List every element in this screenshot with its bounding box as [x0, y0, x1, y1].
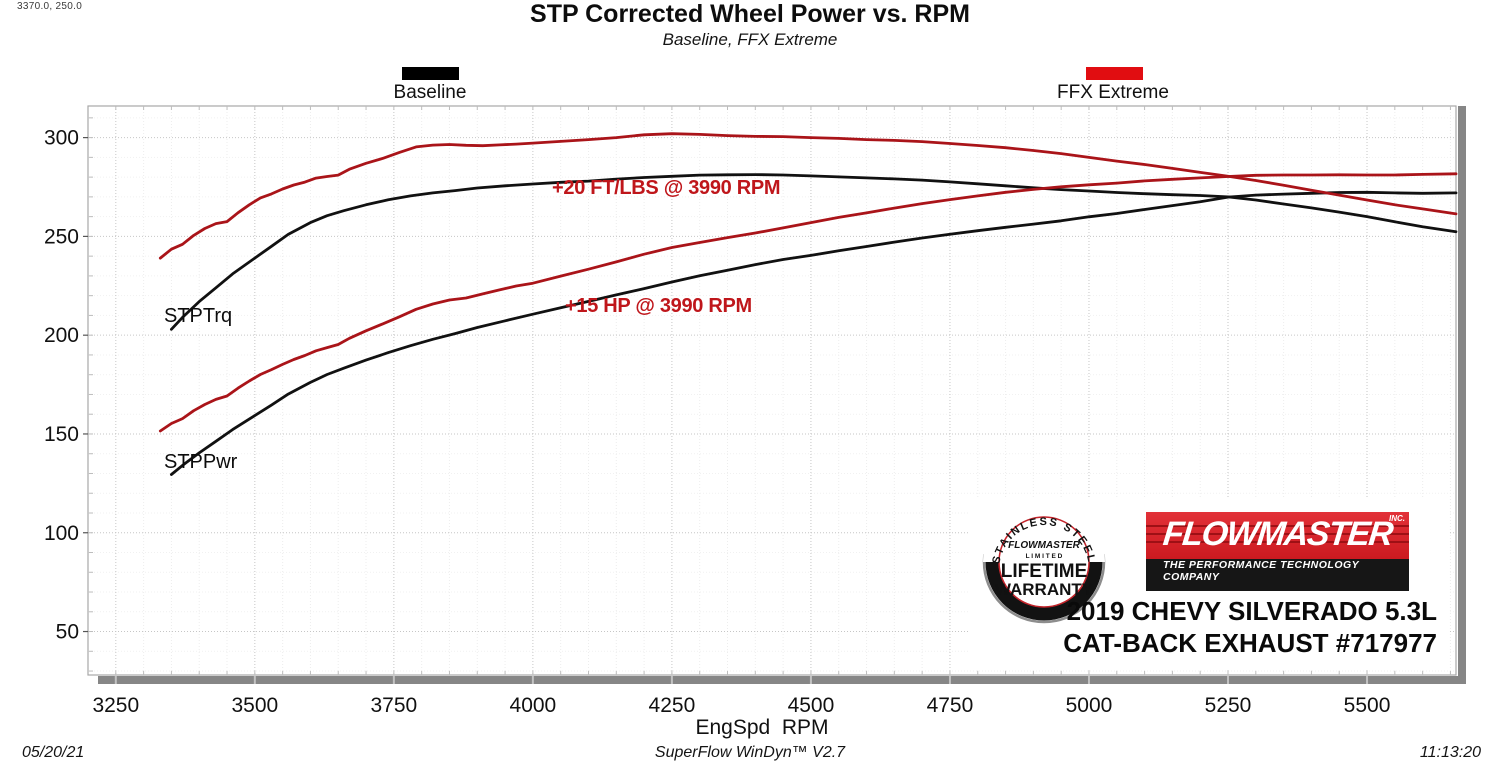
badge-limited-text: L I M I T E D: [1026, 553, 1063, 560]
vehicle-model-line: 2019 CHEVY SILVERADO 5.3L: [1066, 596, 1437, 626]
logo-red-band: [1146, 512, 1409, 559]
badge-lifetime-text: LIFETIME: [1001, 561, 1088, 582]
svg-text:300: 300: [44, 127, 79, 150]
curve-baseline-stppwr: [169, 190, 1458, 476]
svg-text:5250: 5250: [1205, 694, 1252, 717]
vehicle-part-line: CAT-BACK EXHAUST #717977: [1063, 628, 1437, 658]
svg-text:4250: 4250: [649, 694, 696, 717]
svg-text:50: 50: [56, 621, 79, 644]
cursor-position-readout: 3370.0, 250.0: [17, 1, 83, 12]
logo-wordmark: FLOWMASTER: [1161, 515, 1394, 553]
legend-ffx-extreme-label: FFX Extreme: [1057, 82, 1169, 103]
svg-text:3750: 3750: [370, 694, 417, 717]
vehicle-info: 2019 CHEVY SILVERADO 5.3L CAT-BACK EXHAU…: [1063, 595, 1437, 659]
svg-text:4750: 4750: [927, 694, 974, 717]
badge-warranty-text: WARRANTY: [995, 580, 1094, 599]
logo-inc-suffix: INC.: [1389, 514, 1405, 523]
flowmaster-logo: FLOWMASTER INC. THE PERFORMANCE TECHNOLO…: [1146, 512, 1409, 591]
svg-text:4000: 4000: [510, 694, 557, 717]
lifetime-warranty-badge: STAINLESS STEEL FLOWMASTER L I M I T E D…: [982, 500, 1106, 624]
legend-baseline-label: Baseline: [393, 82, 467, 103]
footer-time: 11:13:20: [1419, 744, 1481, 761]
footer-date: 05/20/21: [22, 744, 85, 761]
curve-baseline-stptrq: [169, 173, 1458, 331]
legend-baseline-swatch: [402, 67, 459, 80]
chart-title: STP Corrected Wheel Power vs. RPM: [530, 0, 970, 28]
vertical-scrollbar[interactable]: [1458, 106, 1466, 684]
branding-block: STAINLESS STEEL FLOWMASTER L I M I T E D…: [970, 499, 1448, 669]
svg-text:150: 150: [44, 423, 79, 446]
torque-gain-annotation: +20 FT/LBS @ 3990 RPM: [552, 177, 781, 199]
svg-text:100: 100: [44, 522, 79, 545]
chart-subtitle: Baseline, FFX Extreme: [662, 30, 838, 49]
badge-flowmaster-script: FLOWMASTER: [1008, 540, 1080, 551]
x-axis-title: EngSpd RPM: [695, 716, 829, 739]
y-axis-labels: 50 100 150 200 250 300: [44, 127, 79, 644]
stptrq-curve-label: STPTrq: [164, 305, 233, 327]
svg-text:4500: 4500: [788, 694, 835, 717]
svg-text:250: 250: [44, 225, 79, 248]
horizontal-scrollbar[interactable]: [98, 676, 1465, 684]
curves-layer: [158, 132, 1458, 476]
legend-ffx-extreme-swatch: [1086, 67, 1143, 80]
x-axis-labels: 3250 3500 3750 4000 4250 4500 4750 5000 5250 5500: [92, 694, 1390, 717]
axis-ticks: [83, 106, 1451, 675]
power-gain-annotation: +15 HP @ 3990 RPM: [565, 295, 752, 317]
footer-software-name: SuperFlow WinDyn™ V2.7: [654, 744, 846, 761]
curve-ffx-extreme-stppwr: [158, 172, 1458, 433]
svg-text:3500: 3500: [231, 694, 278, 717]
svg-text:5500: 5500: [1344, 694, 1391, 717]
stppwr-curve-label: STPPwr: [164, 451, 238, 473]
logo-tagline: THE PERFORMANCE TECHNOLOGY COMPANY: [1163, 559, 1359, 583]
plot-border: [87, 105, 1457, 676]
svg-text:3250: 3250: [92, 694, 139, 717]
svg-text:5000: 5000: [1066, 694, 1113, 717]
curve-ffx-extreme-stptrq: [158, 132, 1458, 260]
svg-text:200: 200: [44, 324, 79, 347]
